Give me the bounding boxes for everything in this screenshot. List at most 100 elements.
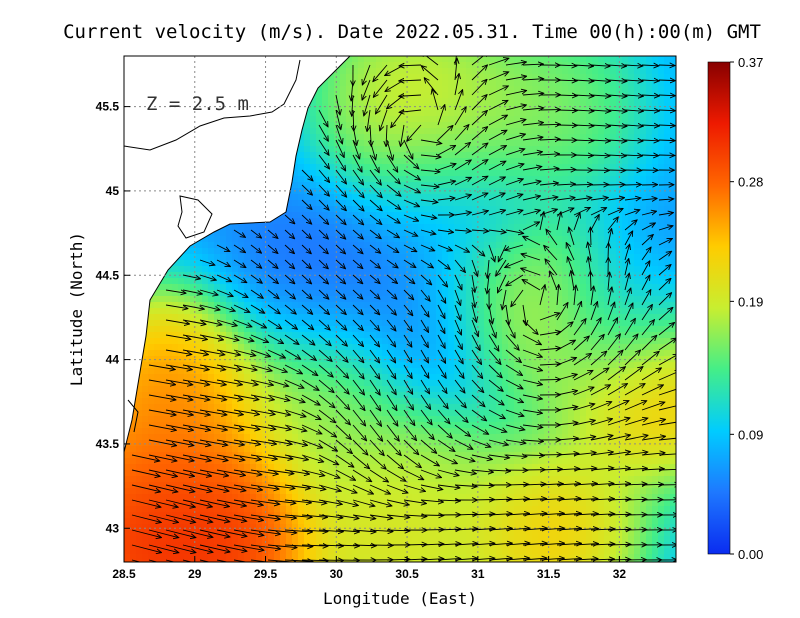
heat-cell xyxy=(328,224,335,231)
heat-cell xyxy=(334,248,341,255)
heat-cell xyxy=(406,218,413,225)
heat-cell xyxy=(226,392,233,399)
heat-cell xyxy=(310,116,317,123)
heat-cell xyxy=(142,428,149,435)
heat-cell xyxy=(424,560,431,562)
heat-cell xyxy=(352,230,359,237)
heat-cell xyxy=(178,344,185,351)
heat-cell xyxy=(388,98,395,105)
heat-cell xyxy=(280,530,287,537)
heat-cell xyxy=(436,410,443,417)
heat-cell xyxy=(142,464,149,471)
heat-cell xyxy=(280,554,287,561)
heat-cell xyxy=(370,164,377,171)
heat-cell xyxy=(460,410,467,417)
heat-cell xyxy=(400,356,407,363)
heat-cell xyxy=(316,158,323,165)
heat-cell xyxy=(436,122,443,129)
heat-cell xyxy=(448,236,455,243)
heat-cell xyxy=(394,320,401,327)
heat-cell xyxy=(322,476,329,483)
heat-cell xyxy=(322,380,329,387)
heat-cell xyxy=(352,212,359,219)
heat-cell xyxy=(130,530,137,537)
heat-cell xyxy=(454,506,461,513)
heat-cell xyxy=(310,152,317,159)
heat-cell xyxy=(304,218,311,225)
heat-cell xyxy=(196,242,203,249)
heat-cell xyxy=(310,464,317,471)
heat-cell xyxy=(202,518,209,525)
heat-cell xyxy=(226,398,233,405)
heat-cell xyxy=(352,62,359,69)
heat-cell xyxy=(430,326,437,333)
heat-cell xyxy=(418,560,425,562)
heat-cell xyxy=(328,140,335,147)
heat-cell xyxy=(352,206,359,213)
heat-cell xyxy=(388,440,395,447)
heat-cell xyxy=(334,506,341,513)
heat-cell xyxy=(460,206,467,213)
heat-cell xyxy=(298,362,305,369)
heat-cell xyxy=(394,428,401,435)
heat-cell xyxy=(448,260,455,267)
heat-cell xyxy=(310,452,317,459)
heat-cell xyxy=(250,278,257,285)
heat-cell xyxy=(358,530,365,537)
heat-cell xyxy=(460,320,467,327)
heat-cell xyxy=(472,146,479,153)
heat-cell xyxy=(460,56,467,63)
heat-cell xyxy=(358,296,365,303)
heat-cell xyxy=(160,392,167,399)
heat-cell xyxy=(268,368,275,375)
heat-cell xyxy=(250,272,257,279)
heat-cell xyxy=(418,344,425,351)
heat-cell xyxy=(358,170,365,177)
heat-cell xyxy=(316,194,323,201)
heat-cell xyxy=(382,398,389,405)
heat-cell xyxy=(280,446,287,453)
heat-cell xyxy=(154,308,161,315)
heat-cell xyxy=(436,380,443,387)
heat-cell xyxy=(268,458,275,465)
heat-cell xyxy=(400,410,407,417)
heat-cell xyxy=(448,548,455,555)
heat-cell xyxy=(346,248,353,255)
heat-cell xyxy=(388,128,395,135)
heat-cell xyxy=(310,392,317,399)
heat-cell xyxy=(382,92,389,99)
heat-cell xyxy=(298,134,305,141)
heat-cell xyxy=(424,410,431,417)
heat-cell xyxy=(196,326,203,333)
heat-cell xyxy=(298,194,305,201)
heat-cell xyxy=(370,452,377,459)
heat-cell xyxy=(424,134,431,141)
heat-cell xyxy=(184,344,191,351)
heat-cell xyxy=(328,254,335,261)
heat-cell xyxy=(154,380,161,387)
heat-cell xyxy=(364,242,371,249)
heat-cell xyxy=(448,350,455,357)
heat-cell xyxy=(472,98,479,105)
heat-cell xyxy=(460,344,467,351)
heat-cell xyxy=(244,296,251,303)
heat-cell xyxy=(364,344,371,351)
heat-cell xyxy=(292,494,299,501)
heat-cell xyxy=(202,332,209,339)
heat-cell xyxy=(190,302,197,309)
heat-cell xyxy=(340,386,347,393)
heat-cell xyxy=(382,446,389,453)
heat-cell xyxy=(388,560,395,562)
heat-cell xyxy=(436,326,443,333)
heat-cell xyxy=(250,236,257,243)
heat-cell xyxy=(286,200,293,207)
heat-cell xyxy=(448,332,455,339)
heat-cell xyxy=(238,494,245,501)
heat-cell xyxy=(418,116,425,123)
heat-cell xyxy=(442,206,449,213)
heat-cell xyxy=(400,116,407,123)
heat-cell xyxy=(166,524,173,531)
heat-cell xyxy=(418,86,425,93)
heat-cell xyxy=(406,164,413,171)
heat-cell xyxy=(322,350,329,357)
